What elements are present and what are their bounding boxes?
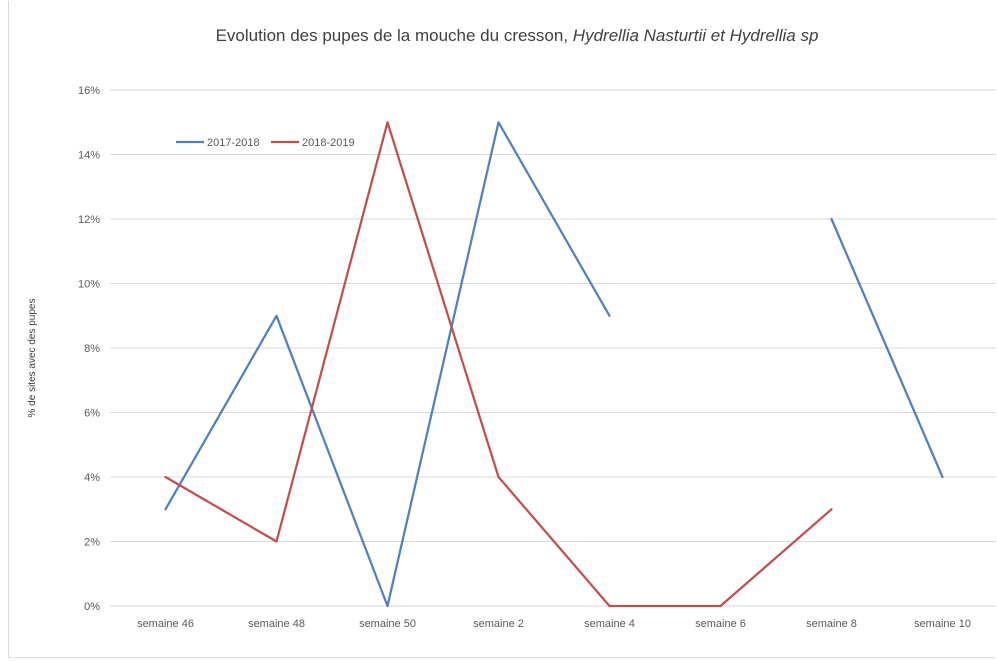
y-axis-label: % de sites avec des pupes [27,299,38,418]
chart-frame [8,1,995,658]
y-tick-label: 6% [84,408,100,420]
y-tick-label: 8% [84,343,100,355]
x-tick-label: semaine 4 [584,618,635,630]
x-tick-label: semaine 48 [248,618,305,630]
x-tick-label: semaine 8 [806,618,857,630]
x-tick-label: semaine 2 [473,618,524,630]
x-tick-label: semaine 46 [137,618,194,630]
y-tick-label: 2% [84,537,100,549]
x-tick-label: semaine 10 [914,618,971,630]
y-tick-labels: 0% 2% 4% 6% 8% 10% 12% 14% 16% [78,85,100,613]
series-lines [164,121,944,608]
series-line-2 [164,121,833,608]
chart-title: Evolution des pupes de la mouche du cres… [216,26,819,45]
gridlines [110,89,996,607]
y-tick-label: 14% [78,150,100,162]
legend-label: 2017-2018 [207,137,260,149]
x-tick-label: semaine 6 [695,618,746,630]
legend-label: 2018-2019 [302,137,355,149]
y-tick-label: 0% [84,601,100,613]
y-tick-label: 16% [78,85,100,97]
legend: 2017-2018 2018-2019 [176,137,355,149]
x-tick-labels: semaine 46 semaine 48 semaine 50 semaine 2 s… [137,618,971,630]
chart-title-main: Evolution des pupes de la mouche du cres… [216,26,573,45]
series-line-1 [164,121,944,608]
y-tick-label: 4% [84,472,100,484]
y-tick-label: 12% [78,214,100,226]
x-tick-label: semaine 50 [359,618,416,630]
y-tick-label: 10% [78,279,100,291]
chart-title-species: Hydrellia Nasturtii et Hydrellia sp [573,26,819,45]
